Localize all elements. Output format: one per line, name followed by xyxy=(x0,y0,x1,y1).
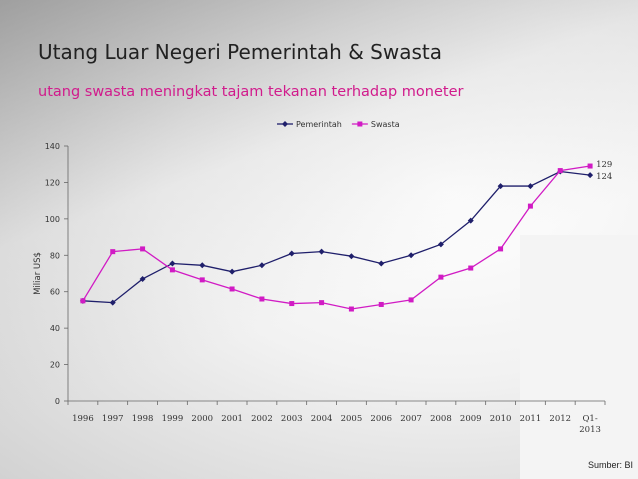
x-tick-label: 2009 xyxy=(460,414,482,424)
x-tick-label: 2011 xyxy=(520,414,542,424)
data-point-pemerintah xyxy=(527,183,534,190)
data-point-pemerintah xyxy=(408,252,415,259)
y-tick-label: 60 xyxy=(50,288,60,297)
x-tick-label: 1996 xyxy=(72,414,94,424)
y-tick-label: 120 xyxy=(45,178,60,187)
data-point-pemerintah xyxy=(229,268,236,275)
legend-label-pemerintah: Pemerintah xyxy=(296,120,342,129)
end-label-swasta: 129 xyxy=(596,160,612,170)
legend-marker-pemerintah xyxy=(282,121,288,127)
data-point-pemerintah xyxy=(318,248,325,255)
x-tick-label: 1999 xyxy=(162,414,184,424)
y-tick-label: 140 xyxy=(45,142,60,151)
x-tick-label: 2000 xyxy=(191,414,213,424)
series-line-pemerintah xyxy=(82,170,591,304)
x-tick-label: 2007 xyxy=(400,414,422,424)
y-tick-labels: 0 20 40 60 80 100 120 140 xyxy=(45,142,60,406)
x-tick-label: 2005 xyxy=(341,414,363,424)
series-line-swasta xyxy=(82,165,591,310)
x-tick-label: 2008 xyxy=(430,414,452,424)
x-tick-label: 2013 xyxy=(579,425,601,435)
x-tick-labels: 1996 1997 1998 1999 2000 2001 2002 2003 2004 2005… xyxy=(72,414,601,435)
x-tick-label: 2002 xyxy=(251,414,273,424)
y-tick-label: 80 xyxy=(50,251,60,260)
data-point-swasta xyxy=(348,306,354,312)
data-point-swasta xyxy=(259,296,265,302)
y-tick-label: 0 xyxy=(55,397,60,406)
y-tick-label: 20 xyxy=(50,361,60,370)
data-point-pemerintah xyxy=(139,275,146,282)
chart-axes xyxy=(64,145,606,405)
end-label-pemerintah: 124 xyxy=(596,172,612,182)
data-point-swasta xyxy=(80,298,86,304)
slide-subtitle: utang swasta meningkat tajam tekanan ter… xyxy=(38,84,464,100)
data-point-swasta xyxy=(527,203,533,209)
data-point-swasta xyxy=(557,168,563,174)
y-tick-label: 40 xyxy=(50,324,60,333)
data-point-swasta xyxy=(289,301,295,307)
data-point-pemerintah xyxy=(169,260,176,267)
data-point-pemerintah xyxy=(467,217,474,224)
data-point-swasta xyxy=(229,286,235,292)
y-axis-label: Miliar US$ xyxy=(33,252,43,295)
data-point-swasta xyxy=(199,277,205,283)
data-point-swasta xyxy=(319,300,325,306)
data-point-pemerintah xyxy=(258,262,265,269)
x-tick-label: 1997 xyxy=(102,414,124,424)
data-point-swasta xyxy=(110,249,116,255)
x-tick-label: 2010 xyxy=(490,414,512,424)
data-point-swasta xyxy=(498,246,504,252)
data-point-swasta xyxy=(169,267,175,273)
data-point-pemerintah xyxy=(348,253,355,260)
y-tick-label: 100 xyxy=(45,215,60,224)
series-lines xyxy=(82,165,591,310)
x-tick-label: 2004 xyxy=(311,414,333,424)
chart-legend: Pemerintah Swasta xyxy=(277,120,400,129)
data-point-pemerintah xyxy=(497,183,504,190)
data-point-pemerintah xyxy=(587,172,594,179)
data-point-pemerintah xyxy=(199,262,206,269)
x-tick-label: 2001 xyxy=(221,414,243,424)
data-point-swasta xyxy=(408,297,414,303)
x-tick-label: 2012 xyxy=(549,414,571,424)
source-note: Sumber: BI xyxy=(588,460,634,470)
data-point-swasta xyxy=(438,274,444,280)
data-point-pemerintah xyxy=(109,299,116,306)
data-point-pemerintah xyxy=(437,241,444,248)
x-tick-label: Q1- xyxy=(582,414,597,424)
x-tick-label: 2003 xyxy=(281,414,303,424)
x-tick-label: 2006 xyxy=(370,414,392,424)
background-panel xyxy=(520,235,638,479)
data-point-swasta xyxy=(587,163,593,169)
data-point-pemerintah xyxy=(378,260,385,267)
data-point-swasta xyxy=(468,265,474,271)
legend-label-swasta: Swasta xyxy=(371,120,400,129)
data-point-swasta xyxy=(140,246,146,252)
slide-title: Utang Luar Negeri Pemerintah & Swasta xyxy=(38,40,442,64)
legend-marker-swasta xyxy=(357,121,363,127)
data-point-swasta xyxy=(378,301,384,307)
data-point-pemerintah xyxy=(288,250,295,257)
x-tick-label: 1998 xyxy=(132,414,154,424)
series-markers xyxy=(79,163,594,312)
